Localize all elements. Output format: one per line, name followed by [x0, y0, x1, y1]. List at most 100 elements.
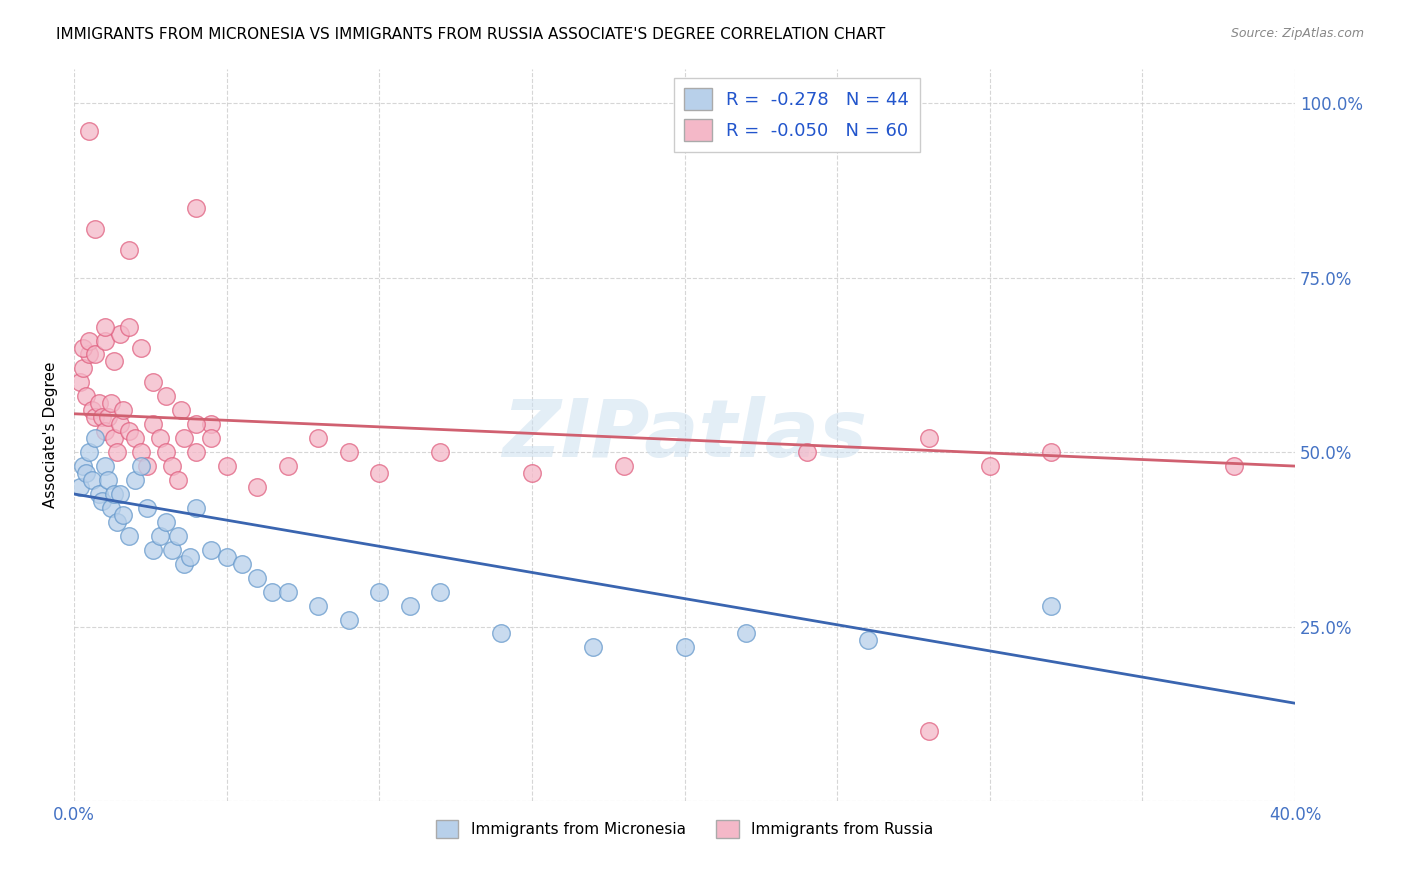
Point — [142, 376, 165, 390]
Point — [200, 542, 222, 557]
Point — [155, 515, 177, 529]
Point — [100, 396, 122, 410]
Point — [103, 431, 125, 445]
Point — [246, 571, 269, 585]
Point — [79, 445, 101, 459]
Point — [429, 445, 451, 459]
Text: ZIPatlas: ZIPatlas — [502, 396, 868, 474]
Point — [167, 473, 190, 487]
Point — [856, 633, 879, 648]
Point — [612, 459, 634, 474]
Point — [105, 515, 128, 529]
Point — [87, 487, 110, 501]
Point — [142, 417, 165, 432]
Point — [72, 341, 94, 355]
Point — [155, 389, 177, 403]
Point — [111, 403, 134, 417]
Point — [215, 549, 238, 564]
Point — [186, 500, 208, 515]
Point — [918, 724, 941, 739]
Point — [368, 466, 391, 480]
Point — [108, 487, 131, 501]
Point — [93, 424, 115, 438]
Point — [337, 445, 360, 459]
Point — [136, 500, 159, 515]
Point — [129, 459, 152, 474]
Text: Source: ZipAtlas.com: Source: ZipAtlas.com — [1230, 27, 1364, 40]
Point — [103, 354, 125, 368]
Point — [129, 445, 152, 459]
Point — [160, 459, 183, 474]
Point — [277, 459, 299, 474]
Point — [90, 494, 112, 508]
Point — [734, 626, 756, 640]
Point — [75, 389, 97, 403]
Point — [307, 431, 329, 445]
Point — [82, 473, 104, 487]
Point — [186, 417, 208, 432]
Point — [142, 542, 165, 557]
Point — [200, 417, 222, 432]
Point — [136, 459, 159, 474]
Point — [186, 445, 208, 459]
Point — [118, 243, 141, 257]
Point — [93, 319, 115, 334]
Point — [100, 500, 122, 515]
Point — [93, 459, 115, 474]
Point — [108, 417, 131, 432]
Point — [118, 319, 141, 334]
Point — [79, 334, 101, 348]
Point — [129, 341, 152, 355]
Point — [84, 222, 107, 236]
Point — [103, 487, 125, 501]
Point — [124, 431, 146, 445]
Point — [186, 201, 208, 215]
Point — [1039, 599, 1062, 613]
Y-axis label: Associate's Degree: Associate's Degree — [44, 361, 58, 508]
Point — [491, 626, 513, 640]
Point — [337, 613, 360, 627]
Point — [105, 445, 128, 459]
Point — [148, 529, 170, 543]
Point — [84, 410, 107, 425]
Point — [108, 326, 131, 341]
Point — [118, 424, 141, 438]
Point — [160, 542, 183, 557]
Point — [231, 557, 253, 571]
Point — [90, 410, 112, 425]
Point — [84, 431, 107, 445]
Point — [262, 584, 284, 599]
Point — [79, 347, 101, 361]
Point — [200, 431, 222, 445]
Point — [111, 508, 134, 522]
Point — [277, 584, 299, 599]
Point — [1039, 445, 1062, 459]
Point — [979, 459, 1001, 474]
Point — [673, 640, 696, 655]
Point — [118, 529, 141, 543]
Point — [79, 124, 101, 138]
Point — [170, 403, 193, 417]
Point — [97, 473, 120, 487]
Point — [173, 431, 195, 445]
Point — [82, 403, 104, 417]
Point — [155, 445, 177, 459]
Point — [796, 445, 818, 459]
Point — [918, 431, 941, 445]
Point — [93, 334, 115, 348]
Point — [520, 466, 543, 480]
Point — [75, 466, 97, 480]
Point — [84, 347, 107, 361]
Point — [72, 361, 94, 376]
Point — [148, 431, 170, 445]
Point — [1223, 459, 1246, 474]
Point — [69, 480, 91, 494]
Point — [173, 557, 195, 571]
Point — [429, 584, 451, 599]
Point — [582, 640, 605, 655]
Point — [246, 480, 269, 494]
Point — [124, 473, 146, 487]
Point — [167, 529, 190, 543]
Legend: Immigrants from Micronesia, Immigrants from Russia: Immigrants from Micronesia, Immigrants f… — [429, 814, 939, 845]
Point — [72, 459, 94, 474]
